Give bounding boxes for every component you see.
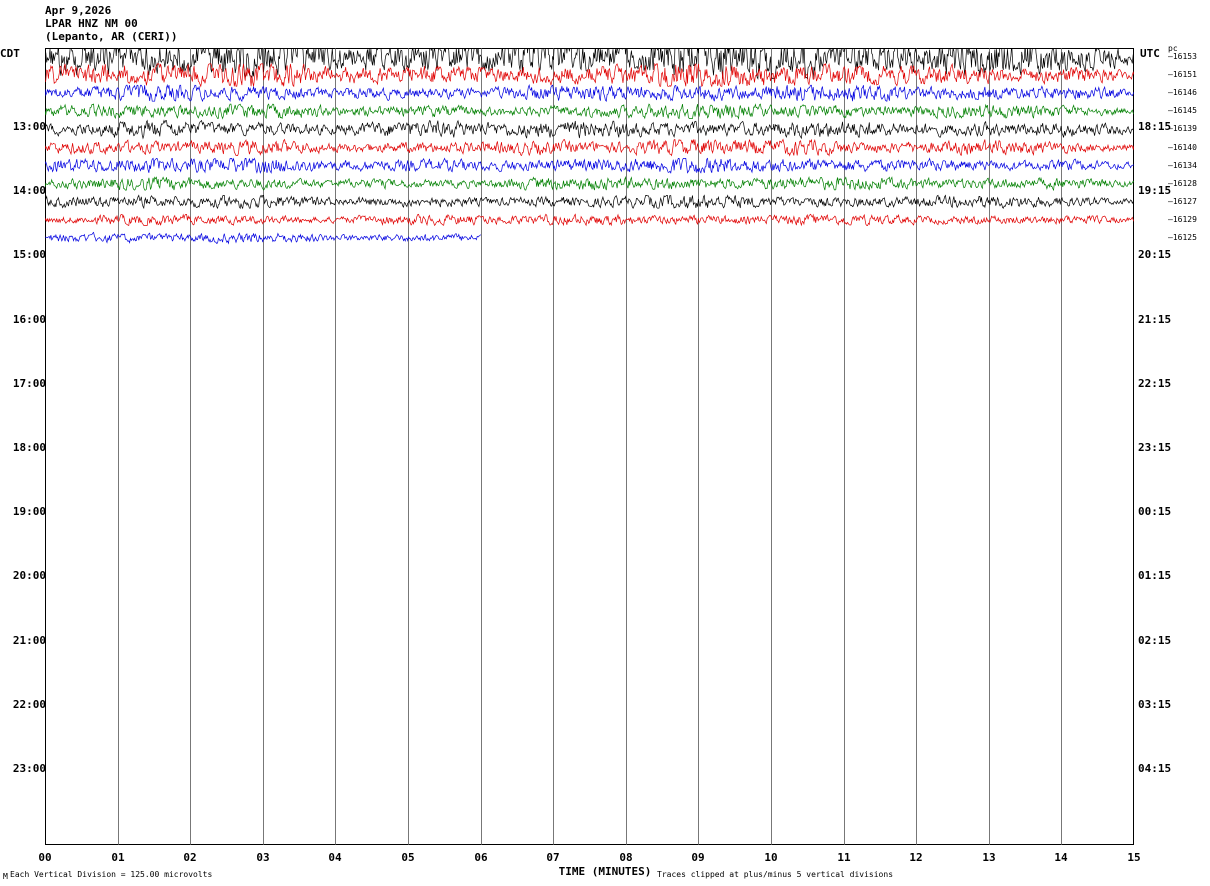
seismogram-plot: [45, 48, 1134, 845]
x-axis-tick: 15: [1127, 851, 1141, 864]
trace-count-label: –16139: [1168, 124, 1197, 134]
x-axis-tick: 01: [111, 851, 125, 864]
right-time-tick: 23:15: [1138, 441, 1172, 454]
left-time-tick: 17:00: [12, 376, 46, 390]
right-time-tick: 20:15: [1138, 248, 1172, 262]
seismic-trace: [45, 48, 1134, 80]
trace-count-label: –16145: [1168, 106, 1197, 116]
left-time-tick: 20:00: [12, 569, 46, 583]
left-time-tick: 19:00: [12, 505, 46, 519]
left-time-tick: 18:00: [12, 441, 46, 454]
trace-count-label: –16134: [1168, 160, 1197, 170]
trace-count-label: –16128: [1168, 178, 1197, 188]
x-axis-tick: 00: [38, 851, 52, 864]
x-axis-tick: 07: [546, 851, 560, 864]
seismic-trace: [45, 119, 1134, 140]
x-axis-tick: 11: [837, 851, 851, 864]
seismogram-svg: [45, 48, 1134, 845]
right-time-tick: 01:15: [1138, 569, 1172, 583]
trace-count-label: –16151: [1168, 70, 1197, 80]
seismic-trace: [45, 62, 1134, 88]
seismic-trace: [45, 194, 1134, 210]
trace-count-label: –16146: [1168, 88, 1197, 98]
trace-count-label: –16153: [1168, 52, 1197, 61]
x-axis-tick: 02: [183, 851, 197, 864]
left-time-tick: 21:00: [12, 633, 46, 647]
right-time-tick: 00:15: [1138, 505, 1172, 519]
left-time-tick: 22:00: [12, 697, 46, 711]
right-time-tick: 22:15: [1138, 376, 1172, 390]
clip-note: Traces clipped at plus/minus 5 vertical …: [657, 870, 894, 879]
x-axis-tick: 13: [982, 851, 996, 864]
scale-mark: M: [3, 872, 8, 881]
x-axis-title: TIME (MINUTES): [558, 865, 652, 878]
left-axis-label: CDT: [0, 47, 20, 60]
seismic-trace: [45, 83, 1134, 103]
left-time-tick: 23:00: [12, 762, 46, 775]
x-axis-tick: 09: [691, 851, 705, 864]
trace-count-label: –16125: [1168, 233, 1197, 242]
counts-axis-label: pc: [1168, 44, 1178, 53]
header-station: LPAR HNZ NM 00: [45, 17, 138, 30]
x-axis-tick: 14: [1054, 851, 1068, 864]
scale-note: Each Vertical Division = 125.00 microvol…: [10, 870, 213, 879]
header-location: (Lepanto, AR (CERI)): [45, 30, 178, 43]
right-time-tick: 04:15: [1138, 762, 1172, 775]
plot-frame: [45, 48, 1134, 845]
x-axis-tick: 08: [619, 851, 633, 864]
right-time-tick: 21:15: [1138, 312, 1172, 326]
x-axis-tick: 12: [909, 851, 923, 864]
right-time-tick: 03:15: [1138, 697, 1172, 711]
x-axis-tick: 04: [328, 851, 342, 864]
right-axis-label: UTC: [1140, 47, 1160, 60]
right-time-tick: 02:15: [1138, 633, 1172, 647]
seismic-trace: [45, 157, 1134, 174]
x-axis-tick: 10: [764, 851, 778, 864]
left-time-tick: 15:00: [12, 248, 46, 262]
x-axis-tick: 06: [474, 851, 488, 864]
right-time-tick: 18:15: [1138, 120, 1172, 133]
seismic-trace: [45, 175, 1134, 192]
left-time-tick: 14:00: [12, 184, 46, 198]
seismic-trace: [45, 103, 1134, 120]
trace-count-label: –16129: [1168, 214, 1197, 224]
trace-count-label: –16127: [1168, 196, 1197, 206]
header-date: Apr 9,2026: [45, 4, 112, 17]
x-axis-tick: 03: [256, 851, 270, 864]
right-time-tick: 19:15: [1138, 184, 1172, 198]
seismic-trace: [45, 213, 1134, 227]
trace-count-label: –16140: [1168, 142, 1197, 152]
left-time-tick: 13:00: [12, 120, 46, 133]
seismic-trace: [45, 231, 481, 245]
seismic-trace: [45, 138, 1134, 157]
left-time-tick: 16:00: [12, 312, 46, 326]
x-axis-tick: 05: [401, 851, 415, 864]
